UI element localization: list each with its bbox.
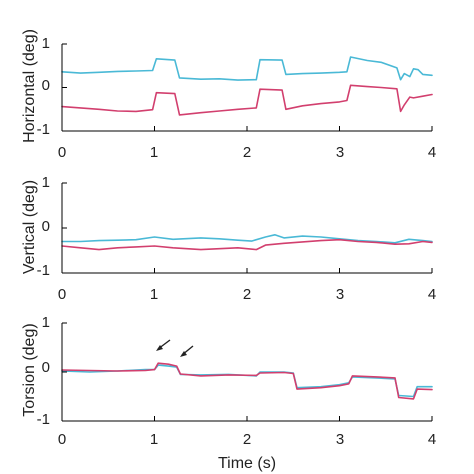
ylabel-torsion: Torsion (deg) xyxy=(21,323,38,416)
series-line-cyan xyxy=(61,56,433,81)
plot-area-horizontal xyxy=(61,43,433,132)
ylabel-vertical: Vertical (deg) xyxy=(21,180,38,274)
series-line-cyan xyxy=(61,364,433,398)
panel-torsion: Torsion (deg) 1 0 -1 0 1 2 3 4 Time (s) xyxy=(21,314,436,472)
xtick-label-2: 2 xyxy=(243,144,251,161)
xtick-label-3: 3 xyxy=(336,144,344,161)
xtick-label-1: 1 xyxy=(150,144,158,161)
xtick-label-2: 2 xyxy=(243,431,251,448)
ytick-label-bottom: -1 xyxy=(37,262,50,279)
xtick-label-0: 0 xyxy=(58,431,66,448)
xtick-label-3: 3 xyxy=(336,431,344,448)
xtick-label-4: 4 xyxy=(428,431,436,448)
ytick-label-top: 1 xyxy=(42,35,50,52)
xlabel-time: Time (s) xyxy=(218,455,276,472)
ytick-label-bottom: -1 xyxy=(37,121,50,138)
xtick-label-4: 4 xyxy=(428,286,436,303)
panel-horizontal: Horizontal (deg) 1 0 -1 0 1 2 3 4 xyxy=(21,29,436,161)
ytick-label-top: 1 xyxy=(42,174,50,191)
ytick-label-mid: 0 xyxy=(42,359,50,376)
arrow-icon xyxy=(180,345,194,357)
ylabel-horizontal: Horizontal (deg) xyxy=(21,29,38,143)
plot-area-torsion xyxy=(61,322,433,422)
xtick-label-1: 1 xyxy=(150,286,158,303)
series-line-magenta xyxy=(61,238,433,251)
series-line-magenta xyxy=(61,362,433,400)
series-line-magenta xyxy=(61,84,433,116)
ytick-label-mid: 0 xyxy=(42,77,50,94)
ytick-label-top: 1 xyxy=(42,314,50,331)
xtick-label-2: 2 xyxy=(243,286,251,303)
xtick-label-3: 3 xyxy=(336,286,344,303)
xtick-label-0: 0 xyxy=(58,144,66,161)
xtick-label-0: 0 xyxy=(58,286,66,303)
ytick-label-mid: 0 xyxy=(42,218,50,235)
annotation-arrows xyxy=(156,339,194,357)
xtick-label-4: 4 xyxy=(428,144,436,161)
series-line-cyan xyxy=(61,234,433,244)
panel-vertical: Vertical (deg) 1 0 -1 0 1 2 3 4 xyxy=(21,174,436,303)
ytick-label-bottom: -1 xyxy=(37,411,50,428)
xtick-label-1: 1 xyxy=(150,431,158,448)
plot-area-vertical xyxy=(61,182,433,274)
arrow-icon xyxy=(156,339,171,351)
